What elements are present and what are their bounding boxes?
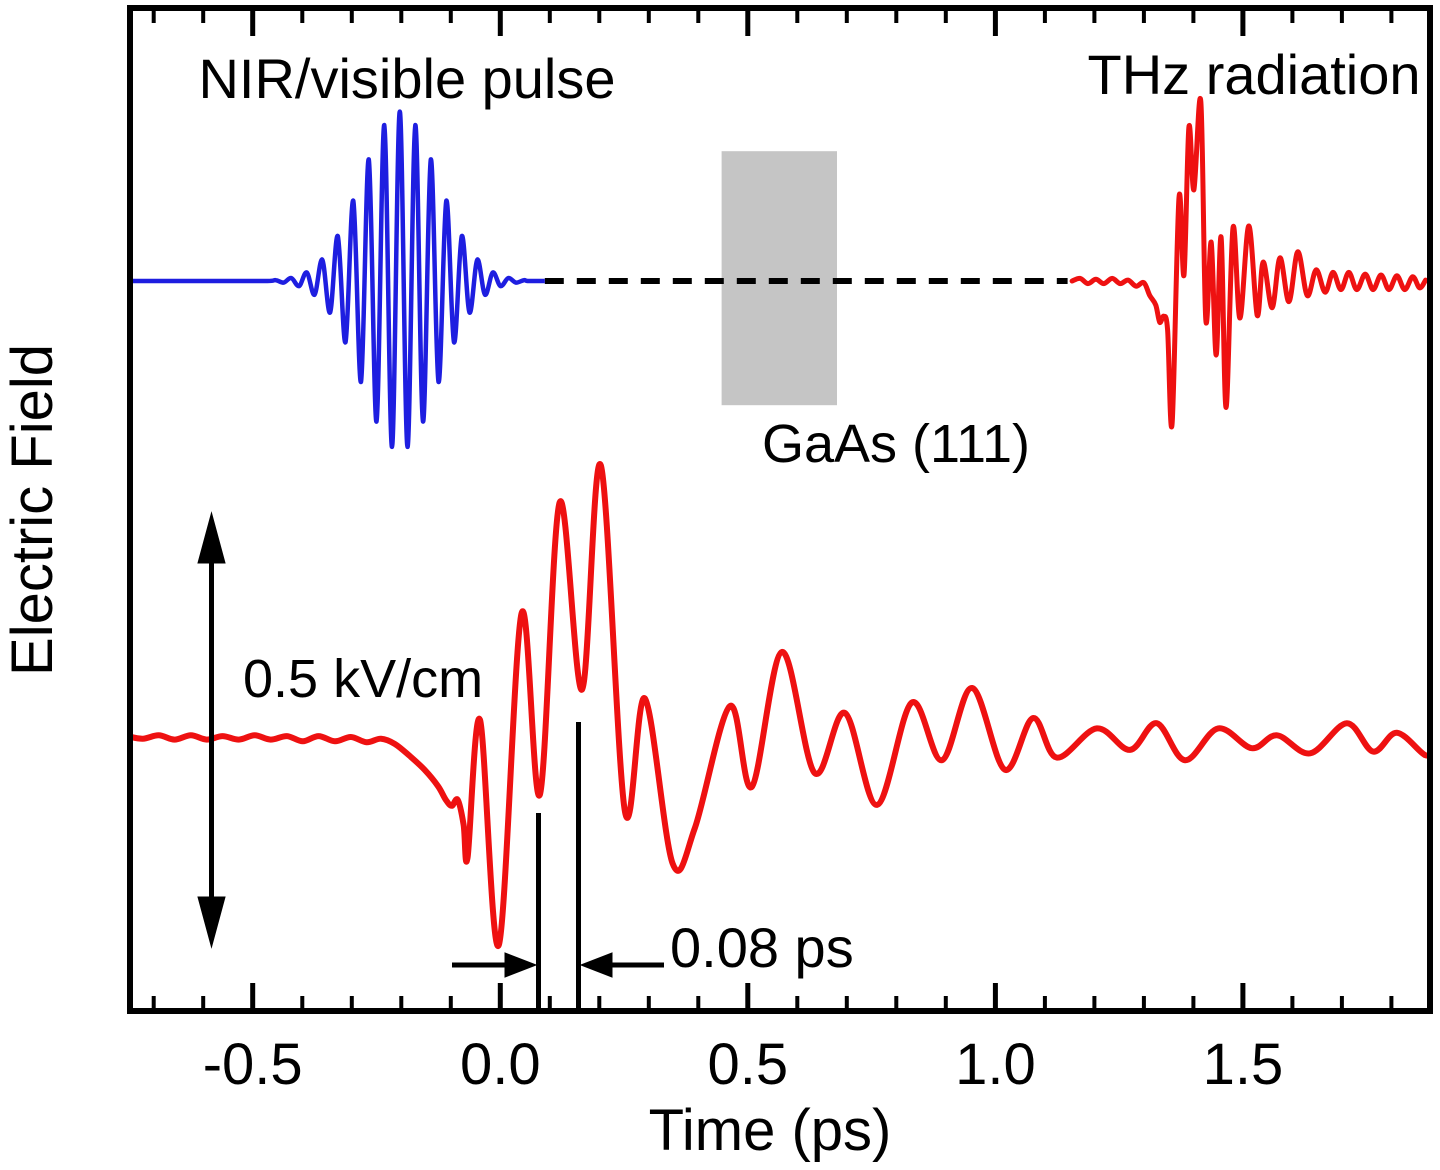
arrowhead-right-icon <box>504 952 538 978</box>
x-axis-tick-labels: -0.5 0.0 0.5 1.0 1.5 <box>203 1032 1283 1097</box>
x-tick-label: 0.5 <box>707 1032 788 1097</box>
x-axis-ticks <box>151 9 1394 1010</box>
x-tick-label: -0.5 <box>203 1032 303 1097</box>
field-scale-label: 0.5 kV/cm <box>243 649 483 709</box>
field-scale-arrow <box>197 511 226 949</box>
sample-label: GaAs (111) <box>762 414 1030 474</box>
arrowhead-down-icon <box>197 896 226 949</box>
plot-frame <box>127 5 1433 1014</box>
x-tick-label: 1.5 <box>1203 1032 1284 1097</box>
arrowhead-up-icon <box>197 511 226 564</box>
nir-pulse-label: NIR/visible pulse <box>198 47 615 110</box>
time-delta-label: 0.08 ps <box>670 916 854 979</box>
time-delta-markers <box>452 722 664 1008</box>
nir-pulse-trace <box>131 109 545 450</box>
y-axis-title: Electric Field <box>0 344 65 676</box>
thz-main-trace <box>131 461 1429 949</box>
x-axis-title: Time (ps) <box>649 1098 892 1163</box>
x-tick-label: 0.0 <box>460 1032 541 1097</box>
x-tick-label: 1.0 <box>955 1032 1036 1097</box>
thz-radiation-label: THz radiation <box>1087 43 1420 106</box>
thz-emitted-trace <box>1069 95 1429 430</box>
arrowhead-left-icon <box>579 952 613 978</box>
